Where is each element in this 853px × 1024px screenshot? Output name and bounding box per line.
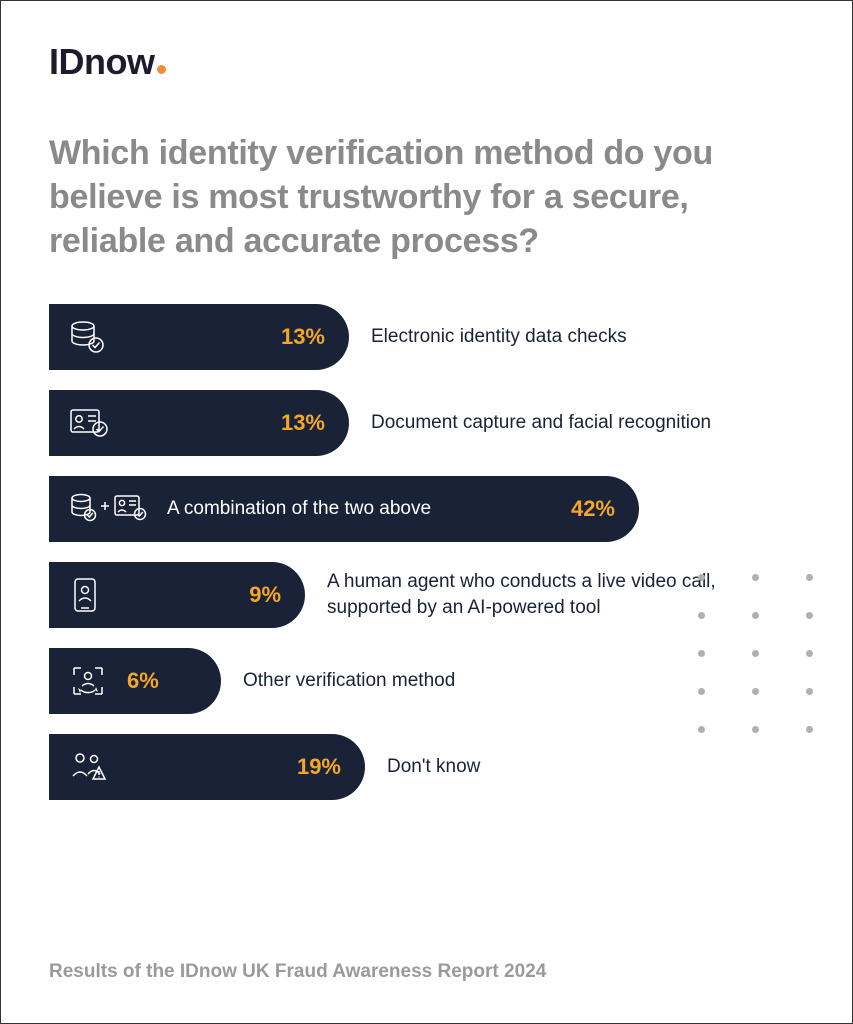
people-alert-icon xyxy=(69,747,121,787)
chart-label: A combination of the two above xyxy=(167,498,431,520)
database-check-icon xyxy=(69,317,121,357)
bar-chart: 13% Electronic identity data checks xyxy=(49,304,804,933)
chart-bar: 9% xyxy=(49,562,305,628)
chart-bar: 13% xyxy=(49,304,349,370)
chart-row: 6% Other verification method xyxy=(49,648,804,714)
chart-bar: 19% xyxy=(49,734,365,800)
chart-pct: 6% xyxy=(127,668,159,694)
logo-text: IDnow xyxy=(49,41,154,83)
logo-dot-icon xyxy=(157,65,166,74)
chart-row: 9% A human agent who conducts a live vid… xyxy=(49,562,804,628)
chart-bar: 6% xyxy=(49,648,221,714)
chart-pct: 9% xyxy=(249,582,281,608)
id-face-check-icon xyxy=(69,403,121,443)
chart-label: Document capture and facial recognition xyxy=(371,410,711,436)
chart-pct: 13% xyxy=(281,410,325,436)
chart-bar: 13% xyxy=(49,390,349,456)
chart-row: A combination of the two above 42% xyxy=(49,476,804,542)
footer-source: Results of the IDnow UK Fraud Awareness … xyxy=(49,933,804,983)
sync-person-icon xyxy=(69,661,121,701)
decorative-dots xyxy=(698,574,814,734)
chart-label: Don't know xyxy=(387,754,480,780)
chart-label: Electronic identity data checks xyxy=(371,324,627,350)
logo: IDnow xyxy=(49,41,804,83)
chart-row: 19% Don't know xyxy=(49,734,804,800)
chart-pct: 13% xyxy=(281,324,325,350)
question-heading: Which identity verification method do yo… xyxy=(49,131,804,264)
chart-label: Other verification method xyxy=(243,668,455,694)
chart-row: 13% Electronic identity data checks xyxy=(49,304,804,370)
chart-row: 13% Document capture and facial recognit… xyxy=(49,390,804,456)
phone-agent-icon xyxy=(69,575,121,615)
database-plus-id-icon xyxy=(69,489,153,529)
chart-pct: 42% xyxy=(571,496,615,522)
chart-bar: A combination of the two above 42% xyxy=(49,476,639,542)
chart-pct: 19% xyxy=(297,754,341,780)
